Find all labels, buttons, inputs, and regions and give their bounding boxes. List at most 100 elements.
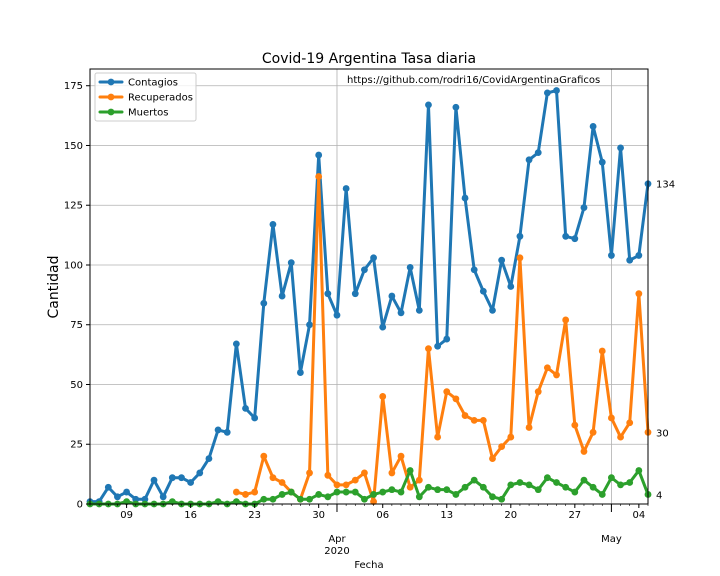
x-month-label: Apr [328,534,346,545]
data-point [315,491,323,498]
data-point [571,421,579,429]
data-point [361,495,368,503]
data-point [498,443,506,451]
data-point [434,342,442,350]
plot-frame [89,68,649,505]
data-point [580,204,588,212]
data-point [507,433,515,441]
data-point [306,495,313,503]
data-point [196,469,204,477]
data-point [553,479,560,486]
data-point [470,416,478,424]
data-point [571,235,579,243]
data-point [525,481,533,489]
data-point [278,491,286,498]
legend-frame [94,72,197,122]
data-point [452,103,460,111]
data-point [388,292,396,300]
data-point [598,491,606,498]
data-point [260,452,268,460]
data-point [617,481,624,489]
chart-title: Covid-19 Argentina Tasa diaria [262,51,476,67]
y-tick-label: 100 [64,260,83,271]
data-point [425,483,432,491]
data-point [351,488,359,496]
y-tick-label: 0 [77,500,83,511]
x-axis-label: Fecha [354,560,383,571]
data-point [168,474,176,482]
data-point [498,256,506,264]
data-point [406,467,414,474]
data-point [626,479,634,486]
legend-swatch-marker [107,78,115,86]
end-value-label: 134 [656,180,675,191]
data-point [543,474,551,482]
data-point [516,479,524,486]
data-point [306,321,313,329]
legend-swatch-marker [107,108,115,116]
data-point [333,481,341,489]
data-point [479,416,487,424]
data-point [626,419,634,427]
data-point [379,393,387,400]
legend: Contagios Recuperados Muertos [94,72,197,122]
data-point [452,491,460,498]
data-point [598,158,606,166]
data-point [415,493,423,501]
y-tick-label: 50 [70,380,83,391]
legend-label: Recuperados [128,93,193,104]
data-point [114,493,121,501]
data-point [168,498,176,506]
data-point [553,371,560,379]
data-point [635,467,643,474]
data-point [617,433,624,441]
data-point [443,486,451,494]
data-point [589,122,597,130]
data-point [178,474,185,482]
y-tick-label: 75 [70,320,83,331]
data-point [461,412,469,419]
x-tick-label: 20 [504,510,517,521]
x-tick-label: 06 [376,510,389,521]
data-point [278,292,286,300]
data-point [617,144,624,152]
data-point [507,283,515,290]
data-point [415,476,423,484]
data-point [397,488,405,496]
data-point [104,483,112,491]
x-tick-label: 27 [568,510,581,521]
legend-swatch-marker [107,93,115,101]
data-point [159,493,167,501]
data-point [333,488,341,496]
data-point [361,266,368,274]
data-point [397,309,405,317]
data-point [123,498,130,506]
x-month-label: May [601,534,622,545]
data-point [379,488,387,496]
data-point [598,347,606,355]
y-tick-label: 125 [64,201,83,212]
data-point [324,290,332,298]
data-point [251,488,259,496]
y-tick-label: 150 [64,141,83,152]
data-point [562,316,570,324]
data-point [580,448,588,455]
data-point [397,452,405,460]
data-point [608,414,615,422]
data-point [507,481,515,489]
data-point [580,476,588,484]
data-point [269,474,277,482]
series-contagios [86,87,652,506]
end-value-label: 4 [656,490,662,501]
data-point [425,101,432,109]
data-point [479,287,487,295]
data-point [260,495,268,503]
data-point [461,194,469,202]
data-point [242,405,249,412]
legend-label: Contagios [128,78,178,89]
data-point [187,479,195,486]
data-point [296,369,304,376]
data-point [543,364,551,372]
data-point [489,307,496,314]
